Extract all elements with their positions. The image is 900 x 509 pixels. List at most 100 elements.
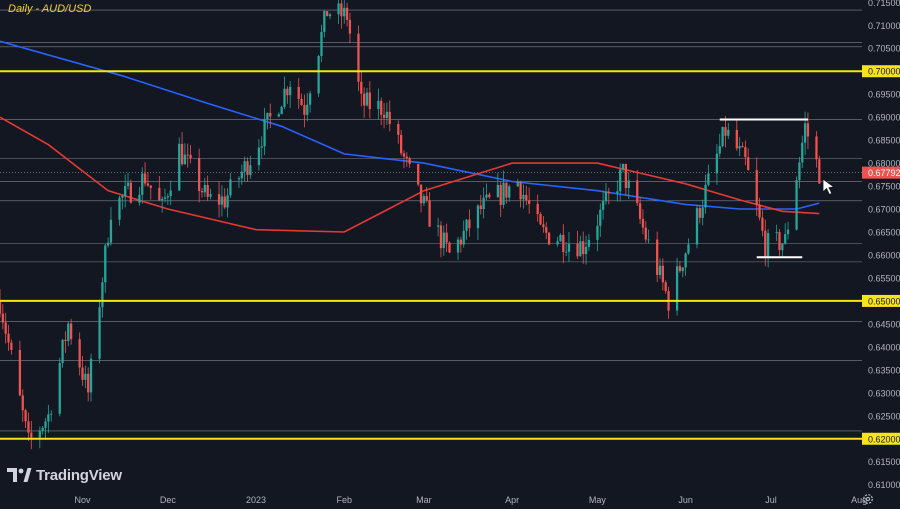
candle-bearish [778,228,781,256]
candle-bearish [636,170,639,206]
candle-bullish [721,126,724,148]
candle-bullish [237,176,241,188]
candle-bullish [687,238,690,255]
candle-bullish [209,188,212,200]
key-levels [0,70,862,440]
candle-bearish [536,194,539,222]
candle-bullish [462,220,465,248]
candle-bearish [744,140,747,166]
candle-bullish [476,204,480,240]
candle-bearish [363,87,366,118]
candle-bearish [419,184,423,213]
price-tick-label: 0.71500 [868,0,900,8]
candle-bearish [217,181,221,218]
candle-bullish [138,186,141,206]
tradingview-logo[interactable]: TradingView [6,466,122,484]
time-axis[interactable]: Nov Dec 2023 Feb Mar Apr May Jun Jul Aug [74,495,867,505]
candle-bearish [488,192,491,199]
candle-bullish [98,299,101,364]
candle-bearish [576,230,579,259]
settings-gear-icon[interactable] [862,493,874,505]
candle-bullish [621,163,625,173]
candle-bullish [465,219,468,240]
price-tick-label: 0.68500 [868,136,900,146]
candle-bearish [624,163,628,196]
key-level-price-label: 0.65000 [868,296,900,306]
candle-bearish [380,97,383,126]
time-tick-label: Mar [416,495,432,505]
candle-bearish [545,222,548,240]
candle-bearish [399,129,403,156]
candle-bullish [798,156,801,189]
key-level-price-tag [862,65,900,78]
candle-bearish [4,312,7,344]
candle-bullish [141,167,144,204]
candle-bearish [735,119,738,151]
candle-bearish [815,131,818,168]
candle-bearish [1,304,4,330]
candle-bullish [596,214,599,252]
candle-bullish [101,277,104,318]
candle-bearish [246,157,249,183]
candle-bearish [186,143,189,168]
candle-bullish [306,92,309,122]
key-level-price-tag [862,432,900,445]
time-tick-label: Apr [505,495,519,505]
candle-bullish [516,179,519,188]
candle-bullish [257,139,261,171]
candle-bullish [647,229,650,244]
candle-bearish [761,210,764,237]
candle-bullish [38,426,41,449]
candles [0,0,821,450]
candle-bullish [627,172,630,200]
candle-bearish [525,185,528,206]
candle-bearish [499,181,502,217]
candle-bullish [456,236,460,260]
price-tick-label: 0.68000 [868,159,900,169]
candle-bullish [681,266,684,278]
candle-bullish [584,235,588,265]
candle-bullish [377,88,380,120]
candle-bearish [428,192,431,227]
candle-bullish [559,233,562,242]
candle-bullish [263,107,266,156]
candle-bearish [818,155,821,184]
candle-bullish [695,204,699,249]
candle-bearish [0,289,2,318]
price-tick-label: 0.62500 [868,411,900,421]
candle-bearish [562,224,565,264]
candle-bullish [727,122,730,139]
time-tick-label: 2023 [246,495,266,505]
candle-bearish [200,188,204,198]
tradingview-logo-icon [7,468,32,482]
tradingview-logo-text: TradingView [36,466,122,484]
candle-bullish [365,87,369,107]
candle-bullish [715,144,719,185]
price-tick-label: 0.71000 [868,21,900,31]
candle-bullish [229,173,232,198]
candle-bearish [764,219,767,267]
candle-bearish [360,70,363,107]
candle-bullish [58,357,61,417]
candle-bearish [223,188,226,210]
candle-bullish [775,224,778,242]
candle-bullish [337,0,340,25]
price-axis[interactable]: 0.71500 0.71000 0.70500 0.70000 0.69500 0.690… [862,0,900,509]
price-tick-label: 0.69500 [868,90,900,100]
price-tick-label: 0.65500 [868,273,900,283]
key-level-price-tag [862,294,900,307]
candle-bullish [587,233,591,251]
candle-bearish [78,332,81,376]
price-tick-label: 0.66000 [868,250,900,260]
candle-bullish [556,236,559,247]
candle-bearish [656,231,659,283]
candle-bearish [286,86,289,104]
candle-bullish [485,183,488,201]
candle-bearish [408,156,411,168]
candle-bullish [67,321,70,347]
time-tick-label: Jun [678,495,693,505]
candle-bullish [684,252,687,276]
candle-bullish [604,183,608,205]
time-tick-label: Nov [74,495,91,505]
